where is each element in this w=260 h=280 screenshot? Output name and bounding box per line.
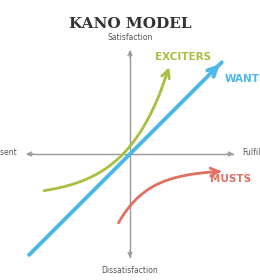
Text: Fulfilled: Fulfilled [242,148,260,157]
Text: MUSTS: MUSTS [210,174,251,184]
Text: WANTS: WANTS [225,74,260,85]
Text: Satisfaction: Satisfaction [107,33,153,42]
Text: Absent: Absent [0,148,18,157]
Text: EXCITERS: EXCITERS [155,52,211,62]
Text: KANO MODEL: KANO MODEL [69,17,191,31]
Text: Dissatisfaction: Dissatisfaction [102,266,158,275]
